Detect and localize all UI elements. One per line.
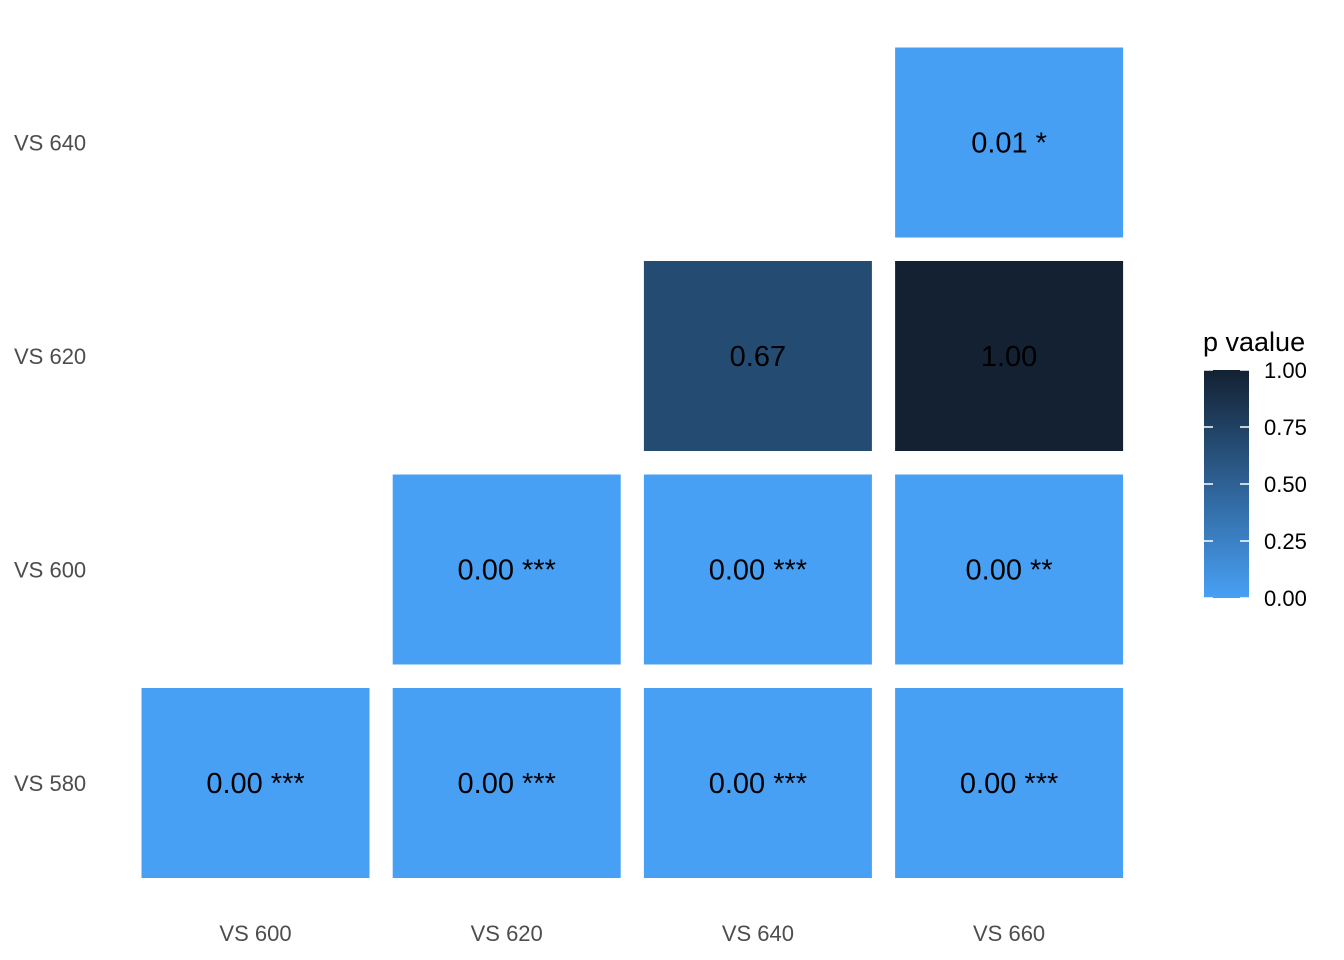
heatmap-cell-vs-620-vs-580 (392, 688, 621, 878)
y-axis: VS 580 VS 600 VS 620 VS 640 (14, 131, 86, 797)
cell-label-vs-640-vs-580: 0.00 *** (709, 768, 807, 800)
cell-label-vs-660-vs-600: 0.00 ** (966, 555, 1053, 587)
cell-label-vs-640-vs-600: 0.00 *** (709, 555, 807, 587)
legend-tick-label: 0.25 (1264, 529, 1307, 554)
x-tick-label: VS 620 (471, 921, 543, 946)
cell-label-vs-640-vs-620: 0.67 (730, 341, 786, 373)
plot-area: 0.00 *** 0.00 *** 0.00 *** 0.00 *** 0.00 ***… (141, 47, 1124, 878)
y-tick-label: VS 580 (14, 771, 86, 796)
x-tick-label: VS 600 (219, 921, 291, 946)
cell-label-vs-660-vs-620: 1.00 (981, 341, 1037, 373)
heatmap-cell-vs-660-vs-640 (895, 47, 1124, 238)
y-tick-label: VS 620 (14, 344, 86, 369)
heatmap-cell-vs-660-vs-600 (895, 474, 1124, 665)
legend-title: p vaalue (1203, 327, 1305, 357)
heatmap-cell-vs-640-vs-620 (643, 261, 872, 451)
cell-label-vs-620-vs-600: 0.00 *** (458, 555, 556, 587)
x-tick-label: VS 660 (973, 921, 1045, 946)
y-tick-label: VS 600 (14, 558, 86, 583)
heatmap-cell-vs-600-vs-580 (141, 688, 370, 878)
heatmap-cell-vs-620-vs-600 (392, 474, 621, 665)
cell-label-vs-660-vs-640: 0.01 * (971, 128, 1047, 160)
heatmap-cell-vs-660-vs-580 (895, 688, 1124, 878)
legend: p vaalue 1.00 0.75 0.50 0.25 0.00 (1203, 327, 1307, 611)
legend-tick-label: 0.75 (1264, 415, 1307, 440)
cell-label-vs-620-vs-580: 0.00 *** (458, 768, 556, 800)
heatmap-cell-vs-640-vs-580 (643, 688, 872, 878)
heatmap-cell-vs-640-vs-600 (643, 474, 872, 665)
cell-label-vs-600-vs-580: 0.00 *** (206, 768, 304, 800)
x-tick-label: VS 640 (722, 921, 794, 946)
cell-label-vs-660-vs-580: 0.00 *** (960, 768, 1058, 800)
legend-tick-label: 0.50 (1264, 472, 1307, 497)
legend-tick-label: 0.00 (1264, 586, 1307, 611)
heatmap-cell-vs-660-vs-620 (895, 261, 1124, 451)
x-axis: VS 600 VS 620 VS 640 VS 660 (219, 921, 1045, 946)
legend-tick-label: 1.00 (1264, 358, 1307, 383)
y-tick-label: VS 640 (14, 131, 86, 156)
